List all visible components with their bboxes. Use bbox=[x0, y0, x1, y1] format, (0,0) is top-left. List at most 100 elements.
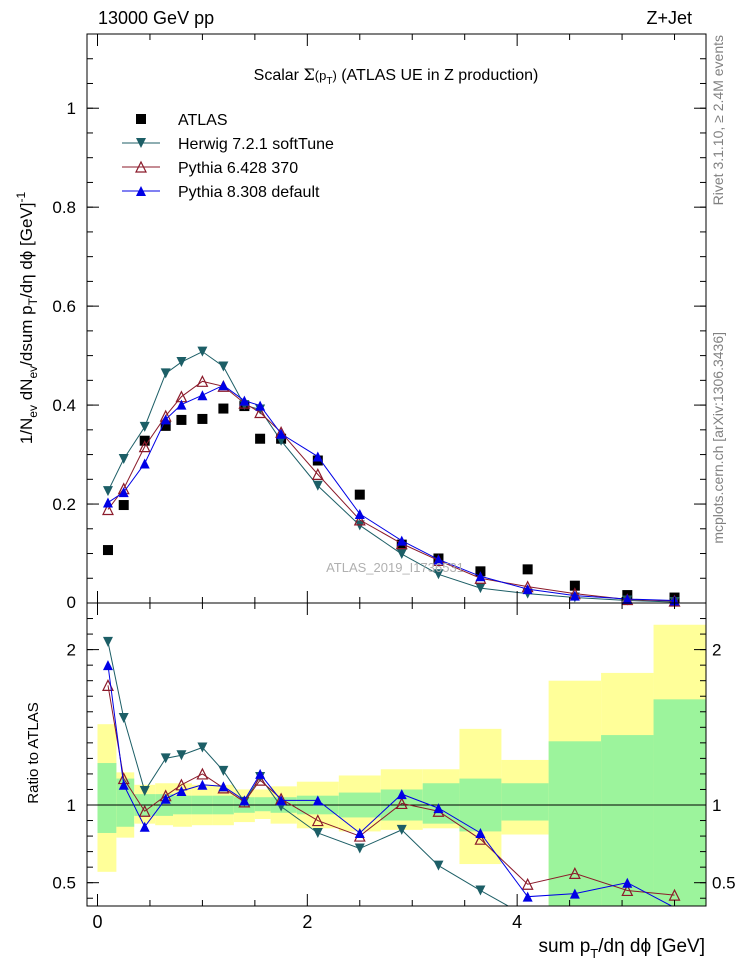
main-point-atlas bbox=[354, 489, 365, 500]
main-point-pythia-8-308-default bbox=[102, 497, 113, 508]
main-point-pythia-8-308-default bbox=[354, 508, 365, 519]
main-panel: 0.2 0.4 0.6 0.8 1 0 Scalar Σ(pT) (ATLAS UE in… bbox=[14, 33, 707, 612]
legend-label-pythia-8-308-default: Pythia 8.308 default bbox=[178, 184, 320, 201]
ratio-point-pythia-6-428-370 bbox=[621, 884, 634, 897]
ratio-point-herwig-7-2-1-softtune bbox=[160, 753, 171, 764]
main-point-herwig-7-2-1-softtune bbox=[396, 549, 407, 560]
ratio-point-pythia-8-308-default bbox=[255, 768, 266, 779]
x-tick-label: 2 bbox=[302, 912, 312, 932]
main-marks bbox=[102, 346, 681, 608]
main-point-pythia-8-308-default bbox=[255, 400, 266, 411]
main-point-atlas bbox=[569, 580, 580, 591]
legend-marker-herwig-7-2-1-softtune bbox=[136, 138, 146, 148]
main-point-herwig-7-2-1-softtune bbox=[176, 357, 187, 368]
main-point-pythia-8-308-default bbox=[522, 584, 533, 595]
ratio-y-tick-label-right: 0.5 bbox=[712, 874, 736, 893]
ratio-axes: 0.5 0.5 1 1 2 2 0 2 4 bbox=[52, 603, 736, 932]
legend-marker-atlas bbox=[136, 114, 146, 124]
legend-label-herwig-7-2-1-softtune: Herwig 7.2.1 softTune bbox=[178, 136, 334, 153]
ratio-point-pythia-8-308-default bbox=[475, 827, 486, 838]
main-point-pythia-8-308-default bbox=[218, 380, 229, 391]
ratio-point-herwig-7-2-1-softtune bbox=[475, 885, 486, 896]
main-y-tick-label: 1 bbox=[67, 99, 76, 118]
stat-uncertainty-band bbox=[116, 778, 135, 827]
analysis-watermark: ATLAS_2019_I1736531 bbox=[326, 560, 464, 575]
main-point-pythia-8-308-default bbox=[396, 535, 407, 546]
ratio-point-pythia-6-428-370 bbox=[138, 804, 151, 817]
ratio-point-pythia-8-308-default bbox=[433, 803, 444, 814]
main-point-pythia-8-308-default bbox=[118, 487, 129, 498]
legend-label-pythia-6-428-370: Pythia 6.428 370 bbox=[178, 160, 298, 177]
stat-uncertainty-band bbox=[601, 735, 654, 906]
main-point-pythia-8-308-default bbox=[197, 390, 208, 401]
main-point-herwig-7-2-1-softtune bbox=[139, 421, 150, 432]
ratio-point-pythia-8-308-default bbox=[160, 793, 171, 804]
ratio-point-herwig-7-2-1-softtune bbox=[118, 712, 129, 723]
main-point-atlas bbox=[102, 545, 113, 556]
ratio-panel: 0.5 0.5 1 1 2 2 0 2 4 Ratio to ATLAS sum pT/dη d… bbox=[25, 602, 736, 961]
main-point-pythia-8-308-default bbox=[569, 590, 580, 601]
main-point-herwig-7-2-1-softtune bbox=[118, 454, 129, 465]
main-point-pythia-8-308-default bbox=[433, 554, 444, 565]
ratio-point-pythia-6-428-370 bbox=[521, 877, 534, 890]
main-point-pythia-8-308-default bbox=[312, 451, 323, 462]
stat-uncertainty-band bbox=[653, 699, 706, 906]
ratio-point-pythia-8-308-default bbox=[139, 821, 150, 832]
x-axis-label: sum pT/dη dϕ [GeV] bbox=[539, 936, 705, 961]
process-label: Z+Jet bbox=[646, 8, 692, 28]
main-point-pythia-8-308-default bbox=[139, 458, 150, 469]
main-point-pythia-8-308-default bbox=[276, 428, 287, 439]
ratio-point-herwig-7-2-1-softtune bbox=[218, 765, 229, 776]
main-point-herwig-7-2-1-softtune bbox=[102, 486, 113, 497]
ratio-point-pythia-8-308-default bbox=[239, 795, 250, 806]
ratio-point-pythia-8-308-default bbox=[276, 795, 287, 806]
rivet-label: Rivet 3.1.10, ≥ 2.4M events bbox=[710, 35, 726, 205]
ratio-point-pythia-6-428-370 bbox=[474, 832, 487, 845]
ratio-point-pythia-6-428-370 bbox=[568, 867, 581, 879]
ratio-bands bbox=[97, 624, 706, 906]
ratio-point-pythia-8-308-default bbox=[569, 888, 580, 899]
legend-label-atlas: ATLAS bbox=[178, 112, 228, 129]
main-point-pythia-6-428-370 bbox=[196, 374, 209, 387]
main-point-pythia-6-428-370 bbox=[353, 513, 366, 526]
ratio-y-tick-label-right: 2 bbox=[712, 641, 721, 660]
ratio-point-pythia-8-308-default bbox=[622, 877, 633, 888]
main-point-pythia-6-428-370 bbox=[254, 406, 267, 419]
ratio-point-herwig-7-2-1-softtune bbox=[102, 636, 113, 647]
main-y-tick-label: 0.2 bbox=[52, 495, 76, 514]
ratio-y-axis-label: Ratio to ATLAS bbox=[25, 702, 42, 803]
main-point-pythia-6-428-370 bbox=[102, 503, 114, 516]
legend-marker-pythia-8-308-default bbox=[136, 186, 146, 196]
main-point-pythia-8-308-default bbox=[160, 414, 171, 425]
ratio-point-herwig-7-2-1-softtune bbox=[176, 750, 187, 761]
ratio-point-herwig-7-2-1-softtune bbox=[354, 843, 365, 854]
x-tick-label: 0 bbox=[92, 912, 102, 932]
main-point-herwig-7-2-1-softtune bbox=[160, 368, 171, 379]
stat-uncertainty-band bbox=[254, 797, 271, 812]
main-y-tick-label-zero: 0 bbox=[67, 593, 76, 612]
main-point-pythia-8-308-default bbox=[239, 395, 250, 406]
stat-uncertainty-band bbox=[501, 783, 549, 821]
ratio-point-pythia-8-308-default bbox=[176, 786, 187, 797]
main-y-tick-label: 0.4 bbox=[52, 396, 76, 415]
ratio-point-herwig-7-2-1-softtune bbox=[197, 742, 208, 753]
legend-marker-pythia-6-428-370 bbox=[135, 160, 147, 173]
x-tick-label: 4 bbox=[512, 912, 522, 932]
stat-uncertainty-band bbox=[548, 741, 602, 906]
ratio-point-herwig-7-2-1-softtune bbox=[396, 824, 407, 835]
main-point-pythia-6-428-370 bbox=[138, 440, 151, 453]
main-point-herwig-7-2-1-softtune bbox=[197, 346, 208, 357]
ratio-point-herwig-7-2-1-softtune bbox=[139, 786, 150, 797]
main-point-pythia-8-308-default bbox=[475, 571, 486, 582]
main-point-pythia-8-308-default bbox=[176, 399, 187, 410]
main-y-tick-label: 0.6 bbox=[52, 297, 76, 316]
ratio-y-tick-label-right: 1 bbox=[712, 796, 721, 815]
main-point-herwig-7-2-1-softtune bbox=[312, 480, 323, 491]
ratio-point-herwig-7-2-1-softtune bbox=[312, 827, 323, 838]
main-point-herwig-7-2-1-softtune bbox=[475, 583, 486, 594]
main-point-atlas bbox=[218, 403, 229, 414]
main-point-pythia-6-428-370 bbox=[311, 468, 324, 480]
stat-uncertainty-band bbox=[97, 763, 117, 833]
main-point-atlas bbox=[522, 564, 533, 575]
